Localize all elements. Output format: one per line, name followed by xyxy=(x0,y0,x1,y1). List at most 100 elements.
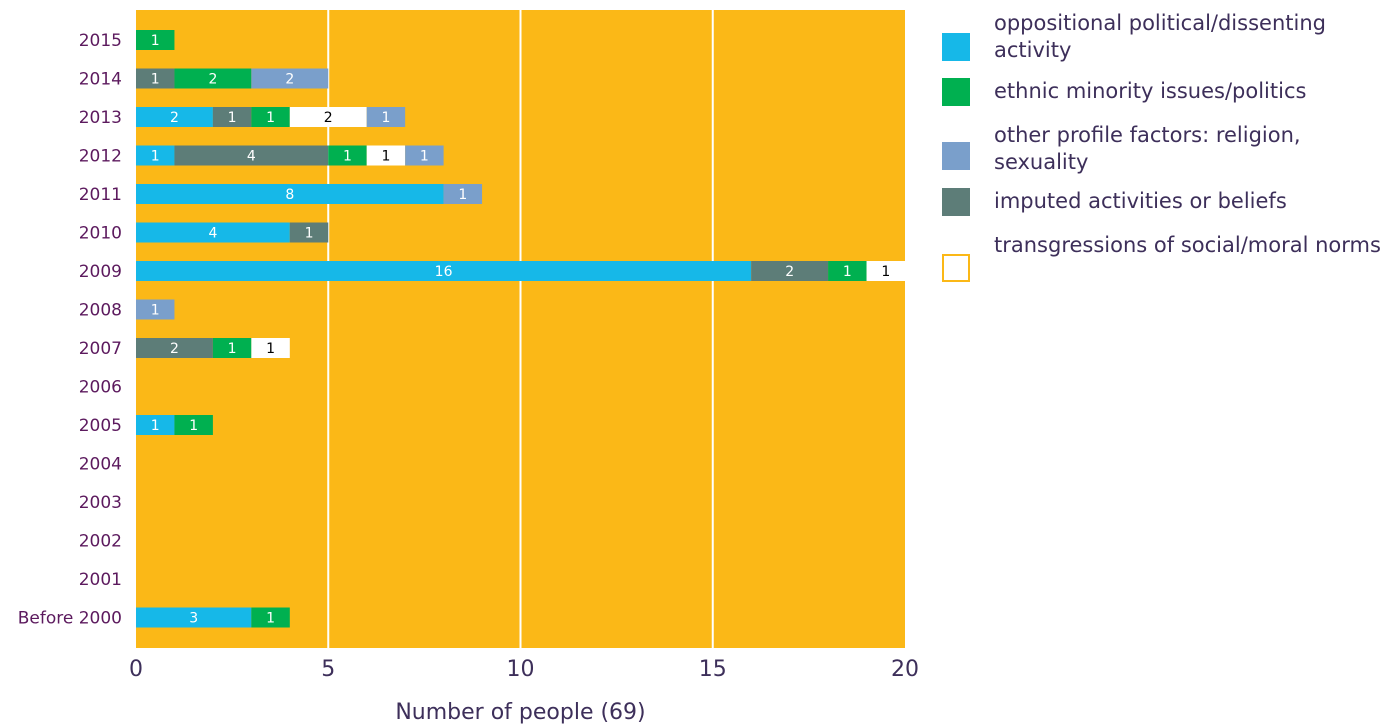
bar-value-label: 1 xyxy=(266,341,275,357)
bar-value-label: 1 xyxy=(151,418,160,434)
bars: 1 1 2 2 2 1 1 2 1 1 4 1 1 1 8 1 4 1 16 2 1 1 1 2 1 1 1 1 3 1 xyxy=(136,30,905,628)
bar-segment xyxy=(251,68,329,89)
bar-value-label: 2 xyxy=(324,110,333,126)
bar-segment xyxy=(212,338,252,358)
legend-label: ethnic minority issues/politics xyxy=(994,79,1307,103)
legend-label: imputed activities or beliefs xyxy=(994,189,1287,213)
bar-segment xyxy=(251,107,290,127)
bar-segment xyxy=(289,222,329,243)
bar-value-label: 2 xyxy=(785,264,794,280)
category-labels: 2015 2014 2013 2012 2011 2010 2009 2008 2007 2006… xyxy=(18,31,122,629)
bar-segment xyxy=(251,338,290,358)
legend-swatch xyxy=(942,254,970,282)
bar-value-label: 16 xyxy=(435,264,453,280)
bar-value-label: 1 xyxy=(881,264,890,280)
category-label: Before 2000 xyxy=(18,609,122,629)
category-label: 2014 xyxy=(79,70,122,90)
category-label: 2010 xyxy=(79,224,122,244)
legend-item: ethnic minority issues/politics xyxy=(942,78,1390,122)
legend-label: oppositional political/dissenting activi… xyxy=(994,11,1326,62)
bar-segment xyxy=(136,30,175,50)
category-label: 2006 xyxy=(79,378,122,398)
x-tick-labels: 0 5 10 15 20 xyxy=(129,657,919,682)
bar-value-label: 1 xyxy=(266,611,275,627)
legend-label: transgressions of social/moral norms xyxy=(994,233,1381,257)
bar-value-label: 1 xyxy=(151,149,160,165)
bar-value-label: 1 xyxy=(843,264,852,280)
bar-segment xyxy=(136,145,175,166)
bar-value-label: 1 xyxy=(305,226,314,242)
bar-value-label: 1 xyxy=(381,110,390,126)
bar-segment xyxy=(866,261,905,281)
bar-value-label: 2 xyxy=(285,72,294,88)
category-label: 2011 xyxy=(79,185,122,205)
bar-value-label: 3 xyxy=(189,611,198,627)
category-label: 2007 xyxy=(79,339,122,359)
bar-segment xyxy=(136,222,290,243)
bar-value-label: 1 xyxy=(381,149,390,165)
bar-segment xyxy=(328,145,367,166)
legend-swatch xyxy=(942,142,970,170)
x-tick-label: 10 xyxy=(507,657,535,682)
bar-segment xyxy=(174,145,329,166)
x-axis-title: Number of people (69) xyxy=(395,700,645,725)
x-tick-label: 20 xyxy=(891,657,919,682)
category-label: 2002 xyxy=(79,532,122,552)
bar-value-label: 8 xyxy=(285,187,294,203)
category-label: 2003 xyxy=(79,493,122,513)
legend-item: imputed activities or beliefs xyxy=(942,188,1390,232)
legend-item: transgressions of social/moral norms xyxy=(942,232,1390,292)
bar-value-label: 4 xyxy=(247,149,256,165)
bar-value-label: 1 xyxy=(228,341,237,357)
category-label: 2013 xyxy=(79,108,122,128)
bar-segment xyxy=(443,184,483,204)
bar-segment xyxy=(405,145,444,166)
bar-value-label: 2 xyxy=(170,110,179,126)
bar-segment xyxy=(174,68,252,89)
bar-segment xyxy=(212,107,252,127)
x-tick-label: 15 xyxy=(699,657,727,682)
bar-segment xyxy=(751,261,829,281)
legend-swatch xyxy=(942,33,970,61)
category-label: 2012 xyxy=(79,147,122,167)
x-tick-label: 0 xyxy=(129,657,143,682)
legend-item: oppositional political/dissenting activi… xyxy=(942,10,1390,78)
bar-segment xyxy=(136,107,213,127)
bar-segment xyxy=(136,338,213,358)
bar-segment xyxy=(174,415,213,435)
legend: oppositional political/dissenting activi… xyxy=(942,10,1390,292)
bar-segment xyxy=(251,607,290,628)
bar-value-label: 1 xyxy=(420,149,429,165)
bar-value-label: 2 xyxy=(208,72,217,88)
bar-value-label: 1 xyxy=(266,110,275,126)
bar-segment xyxy=(136,261,752,281)
category-label: 2015 xyxy=(79,31,122,51)
bar-segment xyxy=(136,299,175,320)
bar-value-label: 1 xyxy=(151,72,160,88)
bar-segment xyxy=(366,107,406,127)
category-label: 2001 xyxy=(79,570,122,590)
bar-value-label: 1 xyxy=(151,33,160,49)
category-label: 2005 xyxy=(79,416,122,436)
bar-value-label: 1 xyxy=(189,418,198,434)
legend-swatch xyxy=(942,188,970,216)
bar-segment xyxy=(366,145,406,166)
stacked-bar-chart: 11 2 22 1 1 2 11 4 1 1 18 14 116 2 1 112 1 11 13 1 20152014… xyxy=(18,10,919,725)
legend-label: other profile factors: religion, sexuali… xyxy=(994,123,1301,174)
legend-swatch xyxy=(942,78,970,106)
bar-value-label: 1 xyxy=(343,149,352,165)
category-label: 2009 xyxy=(79,262,122,282)
bar-segment xyxy=(136,184,444,204)
bar-value-label: 1 xyxy=(151,303,160,319)
bar-segment xyxy=(136,415,175,435)
bar-value-label: 4 xyxy=(208,226,217,242)
category-label: 2008 xyxy=(79,301,122,321)
category-label: 2004 xyxy=(79,455,122,475)
bar-segment xyxy=(136,607,252,628)
bar-segment xyxy=(289,107,367,127)
legend-item: other profile factors: religion, sexuali… xyxy=(942,122,1390,188)
bar-segment xyxy=(136,68,175,89)
bar-value-label: 1 xyxy=(228,110,237,126)
bar-segment xyxy=(828,261,867,281)
x-tick-label: 5 xyxy=(321,657,335,682)
